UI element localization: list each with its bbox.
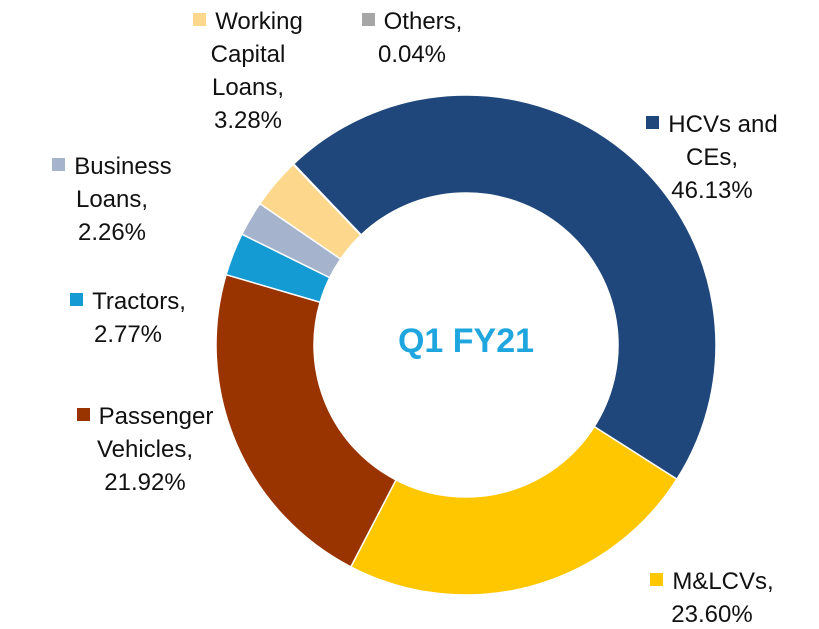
legend-marker — [76, 408, 90, 421]
legend-marker — [70, 293, 84, 306]
category-label: M&LCVs, — [672, 568, 774, 595]
donut-segment — [349, 425, 678, 596]
category-label: HCVs and CEs, — [668, 111, 778, 171]
donut-segment — [215, 273, 397, 568]
category-label: Working Capital Loans, — [210, 8, 303, 101]
value-label: 0.04% — [377, 41, 447, 68]
value-label: 2.26% — [77, 219, 147, 246]
legend-marker — [52, 158, 66, 171]
category-label: Business Loans, — [74, 153, 172, 213]
value-label: 3.28% — [213, 107, 283, 134]
data-label: Passenger Vehicles, 21.92% — [70, 400, 220, 499]
legend-marker — [361, 13, 375, 26]
data-label: Others, 0.04% — [347, 5, 477, 71]
donut-segment — [292, 162, 363, 237]
value-label: 2.77% — [93, 321, 163, 348]
legend-marker — [193, 13, 207, 26]
data-label: Business Loans, 2.26% — [42, 150, 182, 249]
value-label: 23.60% — [671, 601, 753, 628]
value-label: 21.92% — [104, 469, 186, 496]
category-label: Passenger Vehicles, — [96, 403, 214, 463]
data-label: HCVs and CEs, 46.13% — [627, 108, 797, 207]
data-label: M&LCVs, 23.60% — [612, 565, 812, 629]
data-label: Working Capital Loans, 3.28% — [183, 5, 313, 137]
legend-marker — [650, 573, 664, 586]
value-label: 46.13% — [671, 177, 753, 204]
legend-marker — [646, 116, 660, 129]
category-label: Tractors, — [92, 288, 186, 315]
category-label: Others, — [383, 8, 463, 35]
data-label: Tractors, 2.77% — [28, 285, 228, 351]
center-label: Q1 FY21 — [397, 322, 535, 360]
donut-segment — [292, 94, 717, 481]
